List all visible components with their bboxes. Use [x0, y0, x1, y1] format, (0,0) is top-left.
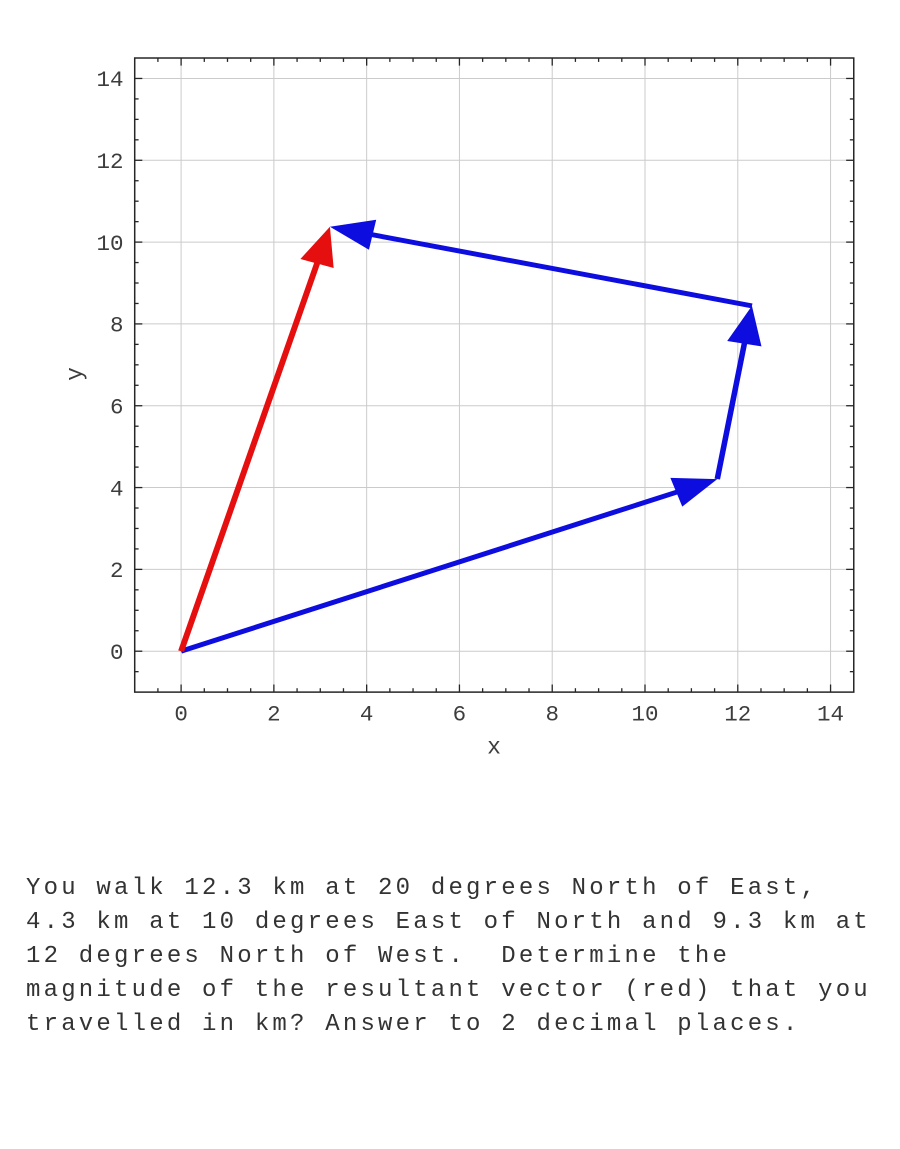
svg-text:2: 2	[110, 558, 124, 584]
svg-text:2: 2	[267, 702, 281, 728]
svg-text:x: x	[487, 734, 501, 760]
svg-text:6: 6	[110, 394, 124, 420]
svg-text:0: 0	[110, 640, 124, 666]
svg-text:12: 12	[96, 149, 123, 175]
svg-text:10: 10	[96, 231, 123, 257]
svg-text:8: 8	[545, 702, 559, 728]
svg-text:12: 12	[724, 702, 751, 728]
svg-text:4: 4	[110, 476, 124, 502]
svg-text:y: y	[63, 367, 89, 381]
svg-text:14: 14	[96, 67, 123, 93]
svg-text:10: 10	[631, 702, 658, 728]
svg-text:8: 8	[110, 313, 124, 339]
svg-text:0: 0	[174, 702, 188, 728]
svg-text:4: 4	[360, 702, 374, 728]
svg-text:6: 6	[453, 702, 467, 728]
svg-text:14: 14	[817, 702, 844, 728]
